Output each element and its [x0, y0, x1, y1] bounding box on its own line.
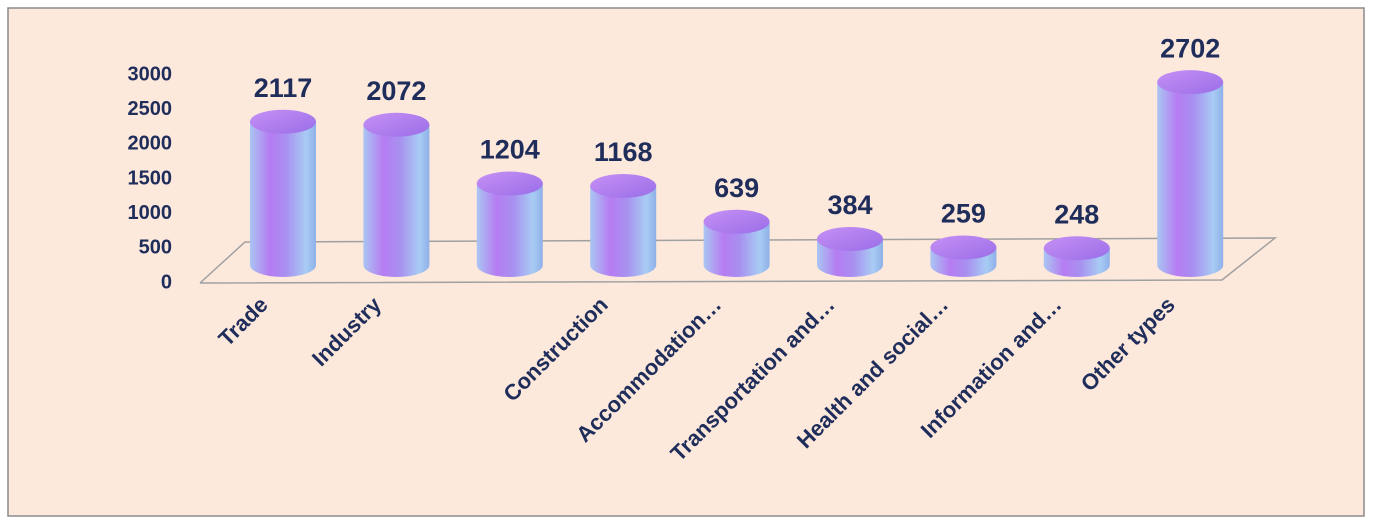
bar-body [590, 185, 657, 277]
y-tick-label: 500 [139, 237, 172, 259]
bar-top [930, 235, 997, 260]
data-label: 2702 [1160, 33, 1220, 63]
bar-body [250, 121, 316, 277]
bar-top [1043, 236, 1110, 261]
bar [817, 227, 883, 277]
y-tick-label: 3000 [128, 63, 173, 85]
bar [930, 235, 997, 277]
y-tick-label: 2500 [128, 98, 173, 120]
bar [250, 109, 316, 277]
y-tick-label: 2000 [128, 133, 173, 155]
bar-top [817, 227, 883, 252]
data-label: 384 [827, 190, 872, 220]
data-label: 2072 [366, 76, 426, 106]
data-label: 248 [1054, 199, 1099, 229]
y-tick-label: 0 [161, 271, 172, 293]
bar-body [476, 183, 543, 277]
bar-top [250, 109, 316, 134]
y-tick-label: 1500 [128, 167, 173, 189]
bar-top [703, 209, 770, 234]
bar-top [363, 112, 430, 137]
chart-frame [7, 7, 1365, 517]
floor [199, 237, 1278, 284]
data-label: 259 [941, 199, 986, 229]
bar-body [1157, 82, 1224, 277]
data-label: 639 [714, 173, 759, 203]
bar [590, 173, 657, 277]
data-label: 1168 [594, 137, 653, 167]
data-label: 2117 [254, 73, 313, 103]
bar [476, 171, 543, 277]
bar-top [476, 171, 543, 196]
y-tick-label: 1000 [128, 202, 173, 224]
bar-body [363, 124, 430, 277]
bar [363, 112, 430, 277]
bar-top [1157, 70, 1224, 95]
data-label: 1204 [480, 135, 540, 165]
bar-top [590, 173, 657, 198]
bar-body [703, 221, 770, 277]
bar [1157, 70, 1224, 277]
bar [1043, 236, 1110, 277]
bar [703, 209, 770, 277]
